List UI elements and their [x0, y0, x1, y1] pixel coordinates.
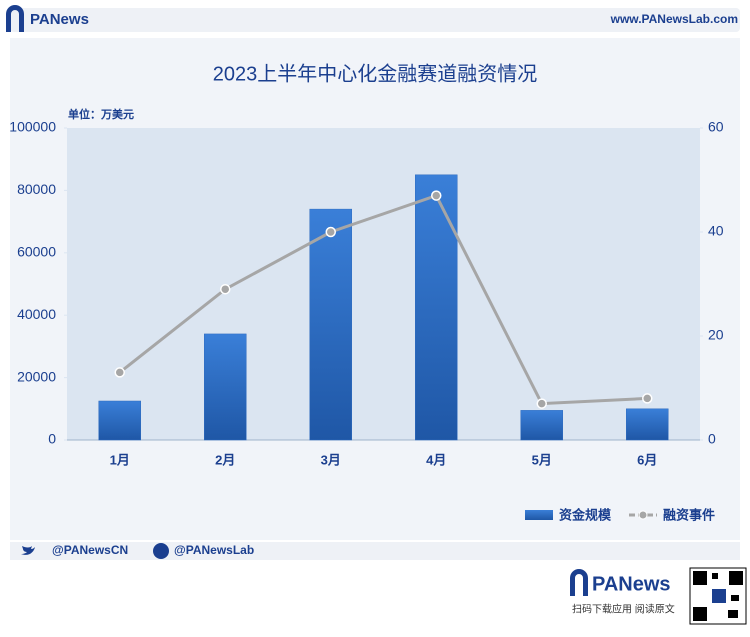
- legend-label: 融资事件: [663, 507, 715, 522]
- bar: [309, 208, 352, 441]
- y-tick-label: 60000: [17, 244, 56, 260]
- plot-area: [67, 128, 700, 440]
- x-tick-label: 4月: [426, 452, 446, 467]
- footer-cta: 扫码下载应用 阅读原文: [572, 603, 675, 616]
- y2-tick-label: 20: [708, 327, 724, 343]
- legend-swatch: [525, 510, 553, 520]
- line-marker: [536, 398, 547, 409]
- qr-code: [689, 567, 747, 625]
- legend-swatch: [638, 510, 648, 520]
- y-tick-label: 0: [48, 431, 56, 447]
- bar: [415, 174, 458, 441]
- y2-tick-label: 40: [708, 223, 724, 239]
- twitter-handle: @PANewsCN: [52, 543, 128, 557]
- line-marker: [431, 190, 442, 201]
- logo-icon: [6, 5, 24, 32]
- x-tick-label: 5月: [532, 452, 552, 467]
- chart-title: 2023上半年中心化金融赛道融资情况: [213, 62, 538, 85]
- x-tick-label: 2月: [215, 452, 235, 467]
- line-marker: [642, 393, 653, 404]
- facebook-handle: @PANewsLab: [174, 543, 254, 557]
- y2-tick-label: 60: [708, 119, 724, 135]
- header-band: [10, 8, 740, 32]
- footer-band: [10, 542, 740, 560]
- x-tick-label: 6月: [637, 452, 657, 467]
- bar: [204, 333, 247, 441]
- unit-label: 单位：万美元: [68, 107, 134, 121]
- chart: 0 20000 40000 60000 80000 100000 0 20 40 60 1月 2月 3月…: [9, 119, 724, 523]
- line-marker: [114, 367, 125, 378]
- bar: [98, 400, 141, 441]
- header-url: www.PANewsLab.com: [610, 12, 738, 26]
- x-tick-label: 3月: [321, 452, 341, 467]
- y-tick-label: 40000: [17, 306, 56, 322]
- header-brand: PANews: [30, 11, 89, 28]
- bar: [520, 410, 563, 441]
- legend-label: 资金规模: [559, 507, 612, 522]
- bar: [626, 408, 669, 441]
- line-marker: [325, 226, 336, 238]
- y-tick-label: 100000: [9, 119, 56, 135]
- y2-tick-label: 0: [708, 431, 716, 447]
- y-tick-label: 80000: [17, 181, 56, 197]
- y-tick-label: 20000: [17, 368, 56, 384]
- facebook-icon: [153, 543, 169, 559]
- line-marker: [220, 283, 231, 295]
- line: [118, 193, 648, 406]
- twitter-icon: [21, 546, 35, 555]
- x-tick-label: 1月: [110, 452, 130, 467]
- footer-logo-icon: [570, 569, 588, 596]
- footer-brand: PANews: [592, 573, 671, 595]
